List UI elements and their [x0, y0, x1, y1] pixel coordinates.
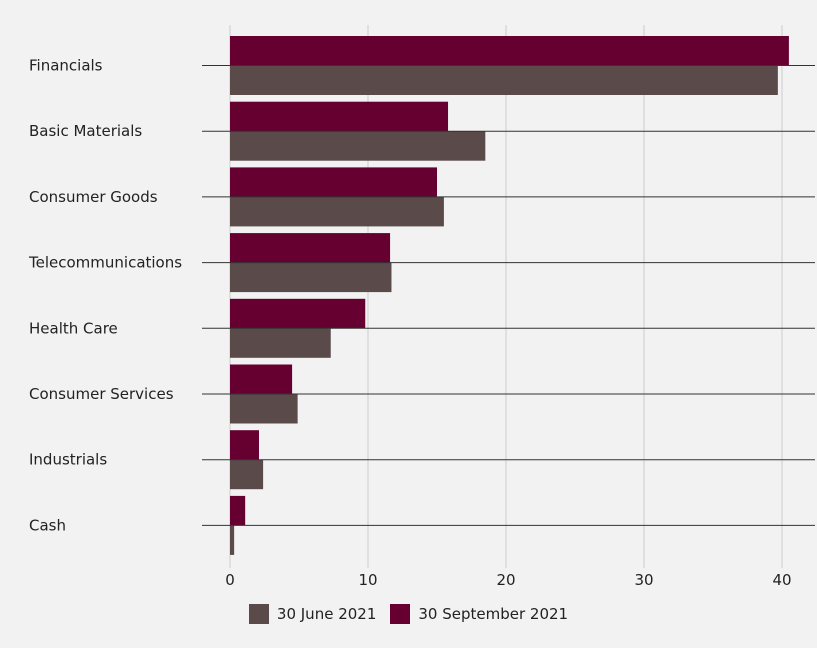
legend-label-september: 30 September 2021 [418, 605, 569, 623]
bar-september-basic-materials [230, 101, 449, 132]
bar-september-consumer-goods [230, 167, 437, 197]
bar-september-consumer-services [230, 364, 293, 394]
bar-june-financials [230, 65, 778, 95]
legend-swatch-june [248, 604, 269, 624]
y-category-label-health-care: Health Care [29, 319, 118, 337]
y-category-label-telecommunications: Telecommunications [28, 254, 182, 272]
bar-june-industrials [230, 459, 264, 490]
y-category-label-financials: Financials [29, 57, 103, 75]
legend-item-september: 30 September 2021 [390, 604, 568, 624]
bar-june-cash [230, 525, 235, 555]
y-category-label-consumer-goods: Consumer Goods [29, 188, 158, 206]
bar-june-health-care [230, 328, 331, 358]
legend: 30 June 2021 30 September 2021 [0, 604, 817, 624]
bar-june-telecommunications [230, 262, 392, 293]
legend-label-june: 30 June 2021 [276, 605, 377, 623]
x-tick-label-4: 40 [772, 571, 791, 589]
x-tick-label-2: 20 [496, 571, 515, 589]
legend-item-june: 30 June 2021 [248, 604, 377, 624]
bar-september-cash [230, 495, 246, 526]
y-category-label-consumer-services: Consumer Services [29, 385, 174, 403]
bar-june-consumer-goods [230, 196, 444, 227]
bar-september-health-care [230, 298, 366, 329]
x-tick-label-3: 30 [634, 571, 653, 589]
legend-swatch-september [390, 604, 411, 624]
bar-september-telecommunications [230, 233, 391, 263]
x-tick-label-0: 0 [225, 571, 235, 589]
bar-june-basic-materials [230, 131, 486, 161]
x-tick-label-1: 10 [358, 571, 377, 589]
bar-september-financials [230, 36, 789, 66]
y-category-label-cash: Cash [29, 516, 66, 534]
bar-june-consumer-services [230, 394, 298, 424]
y-category-label-industrials: Industrials [29, 451, 107, 469]
bar-september-industrials [230, 430, 259, 460]
y-category-label-basic-materials: Basic Materials [29, 122, 142, 140]
